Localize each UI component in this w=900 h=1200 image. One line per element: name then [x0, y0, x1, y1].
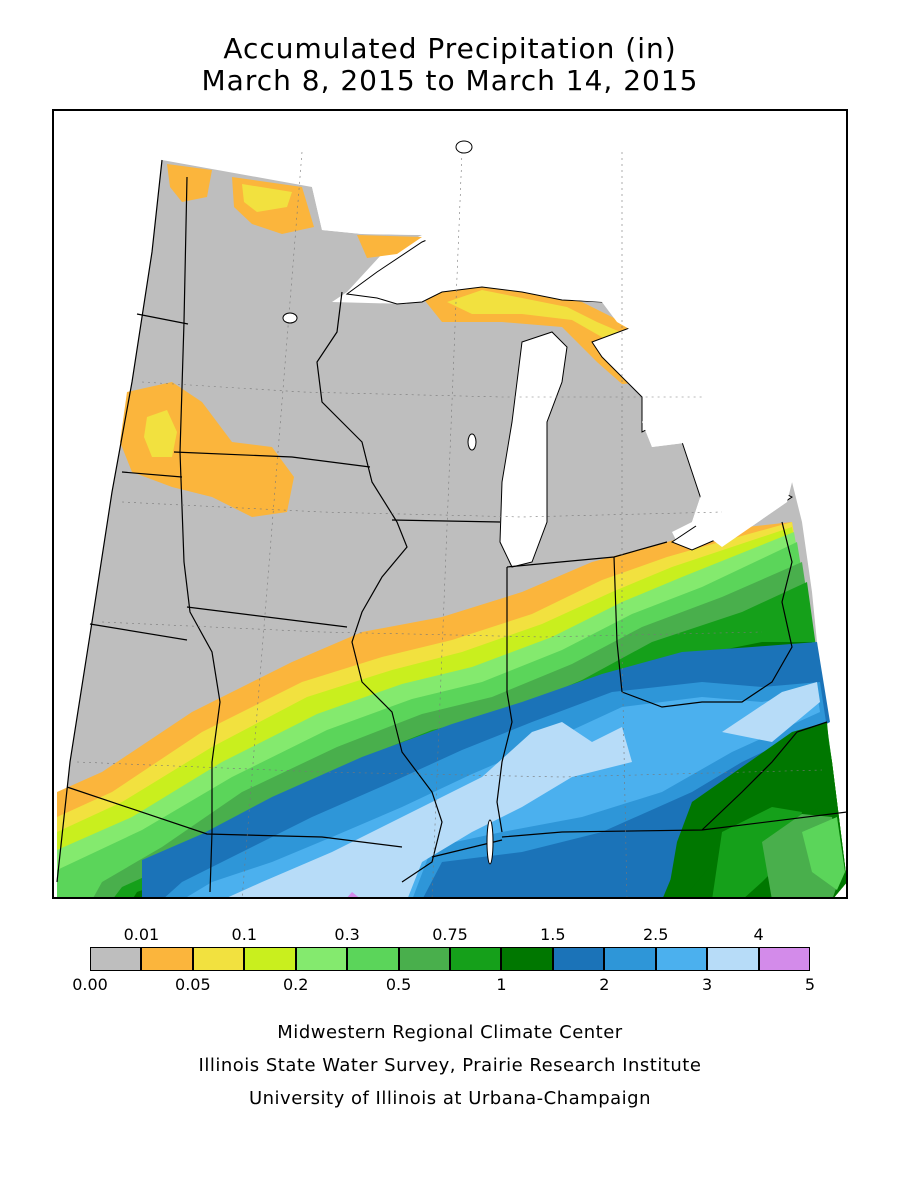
legend-upper-label: 0.1	[231, 925, 258, 944]
zone-north-0.01	[167, 164, 212, 202]
legend-swatch	[347, 947, 399, 971]
legend-upper-label: 4	[753, 925, 764, 944]
legend-swatch	[501, 947, 553, 971]
legend-upper-label: 0.3	[334, 925, 360, 944]
legend-swatch	[90, 947, 142, 971]
legend-swatch	[244, 947, 296, 971]
legend-upper-label: 0.75	[432, 925, 468, 944]
legend-lower-label: 3	[702, 975, 713, 994]
chart-title-line2: March 8, 2015 to March 14, 2015	[201, 64, 699, 97]
legend-swatch	[141, 947, 193, 971]
legend-swatch	[295, 947, 348, 971]
islands	[282, 140, 494, 865]
zone-north-0.05	[242, 184, 292, 212]
graticule	[76, 151, 823, 897]
legend-swatch	[398, 947, 450, 971]
legend-lower-label: 0.2	[282, 975, 309, 994]
zone-superior-0.01	[357, 235, 422, 258]
zone-4	[347, 892, 359, 897]
legend-lower-label: 0.05	[175, 975, 211, 994]
credit-line3: University of Illinois at Urbana-Champai…	[248, 1088, 652, 1109]
legend-lower-label: 5	[804, 975, 816, 994]
legend-swatch	[552, 947, 605, 971]
zone-3b	[722, 682, 820, 742]
canada-north	[312, 112, 846, 547]
chart-title-line1: Accumulated Precipitation (in)	[223, 32, 677, 65]
legend-upper-label: 2.5	[642, 925, 669, 944]
precipitation-map	[52, 109, 848, 899]
zone-up-0.05	[447, 290, 632, 340]
state-boundaries	[56, 159, 846, 893]
legend-swatch	[192, 947, 245, 971]
legend-upper-label: 0.01	[123, 925, 160, 944]
lake-michigan	[499, 331, 568, 568]
legend-swatch	[450, 947, 502, 971]
legend-lower-label: 1	[496, 975, 507, 994]
legend-upper-label: 1.5	[540, 925, 566, 944]
credit-line2: Illinois State Water Survey, Prairie Res…	[198, 1055, 702, 1076]
map-canvas	[56, 112, 846, 897]
legend-swatch	[655, 947, 708, 971]
legend-swatch	[604, 947, 656, 971]
legend-lower-label: 0.5	[385, 975, 412, 994]
zone-ky-0.3	[802, 817, 845, 890]
zone-ky-0.75	[712, 807, 802, 897]
legend-lower-label: 0.00	[72, 975, 108, 994]
legend-swatch	[707, 947, 759, 971]
legend-swatch	[758, 947, 810, 971]
zone-mn-0.05	[144, 410, 177, 457]
zone-3	[228, 722, 632, 897]
zone-ky-1	[667, 722, 834, 897]
legend-lower-label: 2	[599, 975, 610, 994]
credit-line1: Midwestern Regional Climate Center	[277, 1022, 623, 1043]
